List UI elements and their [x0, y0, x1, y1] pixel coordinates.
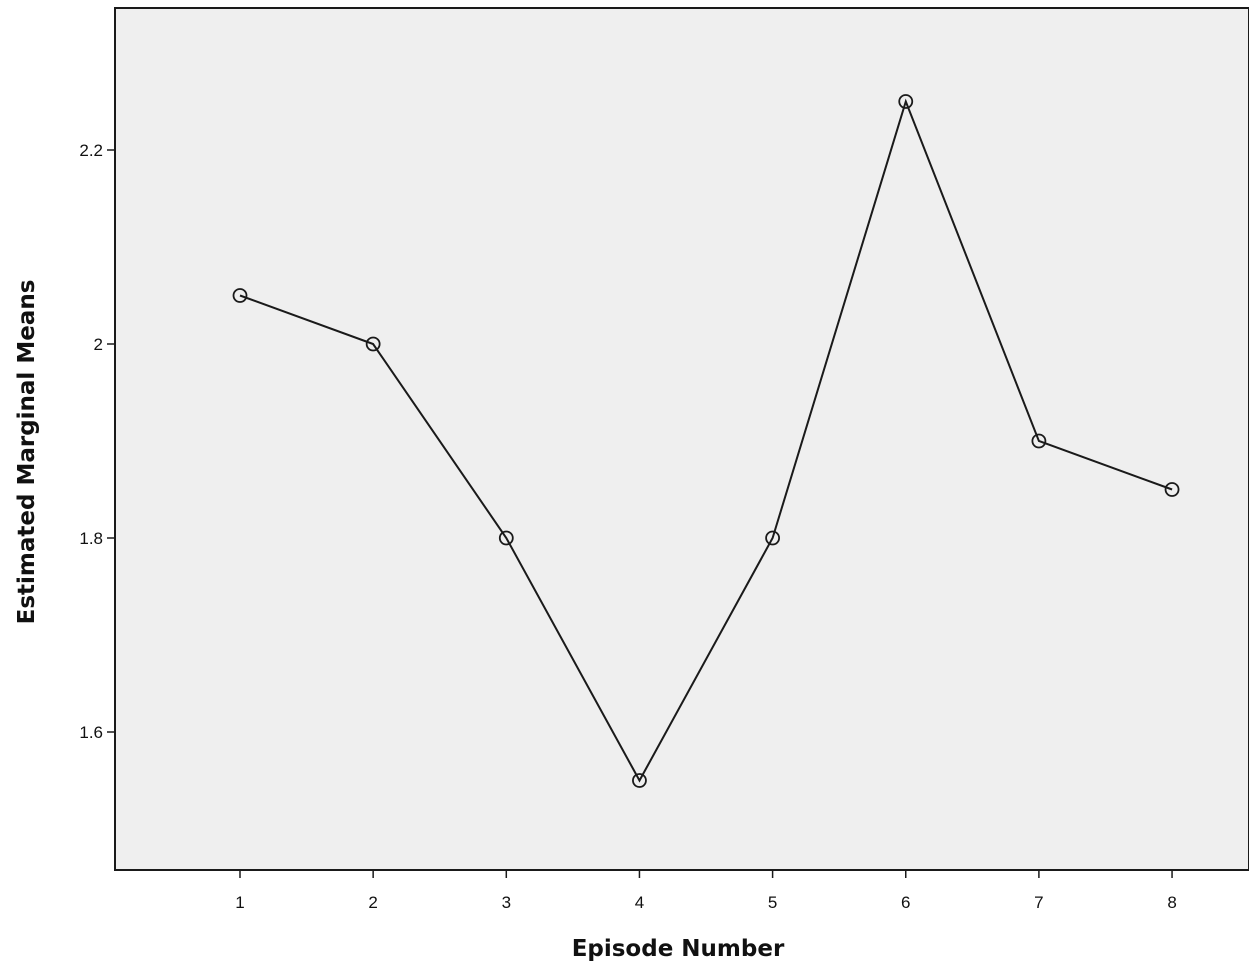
series-line — [239, 98, 1173, 783]
data-point-marker — [1164, 482, 1180, 497]
x-axis-title: Episode Number — [572, 936, 785, 962]
y-axis-title: Estimated Marginal Means — [14, 280, 40, 625]
x-tick-label: 5 — [768, 893, 777, 912]
x-axis-ticks: 1 2 3 4 5 6 7 8 — [235, 870, 1177, 912]
x-tick-label: 1 — [235, 893, 244, 912]
x-tick-label: 3 — [502, 893, 511, 912]
y-tick-label: 2.2 — [79, 141, 103, 160]
plot-area — [114, 7, 1249, 871]
data-point-marker — [1031, 433, 1047, 449]
series-layer — [232, 94, 1180, 788]
y-tick-label: 1.6 — [79, 723, 103, 742]
x-tick-label: 4 — [635, 893, 644, 912]
x-tick-label: 8 — [1167, 893, 1176, 912]
y-tick-label: 2 — [94, 335, 103, 354]
data-point-marker — [898, 94, 914, 109]
data-point-marker — [765, 530, 780, 546]
x-tick-label: 7 — [1034, 893, 1043, 912]
x-tick-label: 2 — [368, 893, 377, 912]
data-point-marker — [498, 530, 514, 546]
y-axis-ticks: 1.6 1.8 2 2.2 — [79, 141, 115, 742]
data-point-marker — [232, 288, 248, 303]
y-tick-label: 1.8 — [79, 529, 103, 548]
x-tick-label: 6 — [901, 893, 910, 912]
data-point-marker — [365, 336, 381, 352]
data-point-marker — [632, 773, 647, 788]
